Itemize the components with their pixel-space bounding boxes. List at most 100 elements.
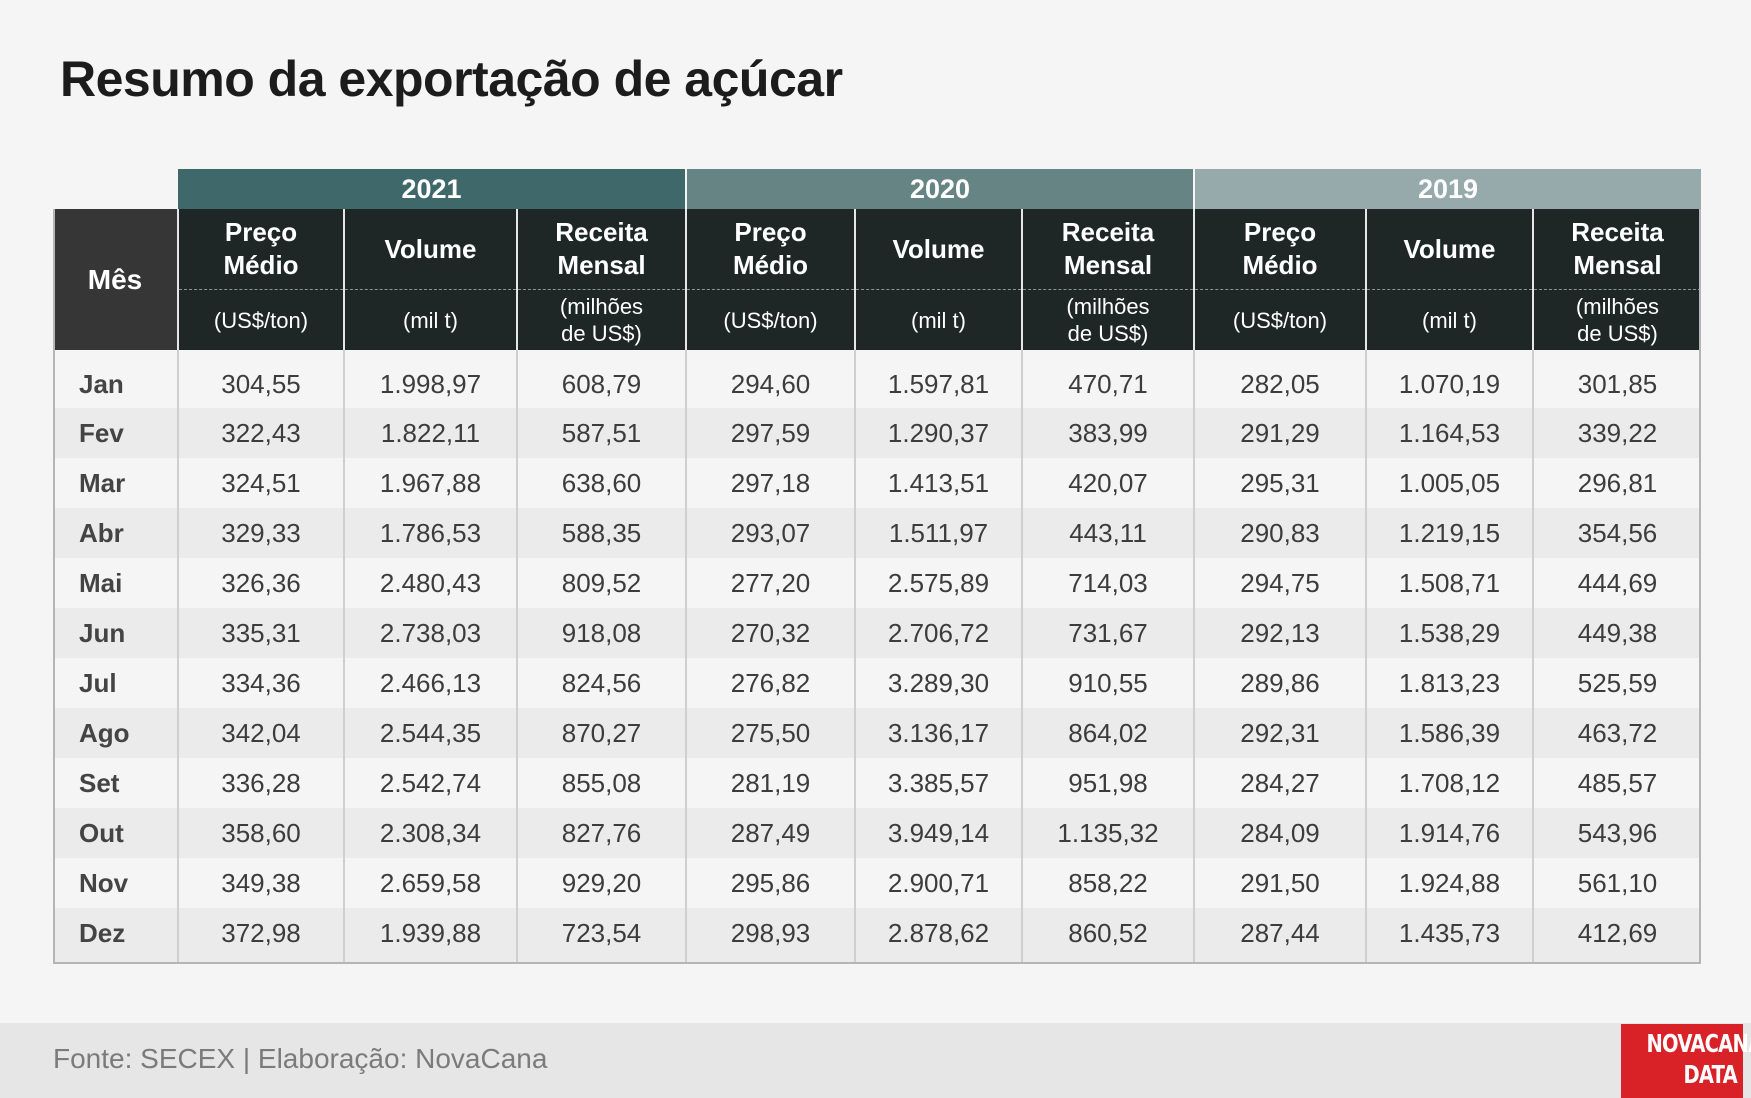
col-unit-volume-2021: (mil t) [344,289,518,350]
value-cell: 918,08 [517,608,687,658]
value-cell: 284,27 [1194,758,1367,808]
value-cell: 929,20 [517,858,687,908]
col-unit-line1: (mil t) [911,307,966,333]
col-header-line1: Preço [1243,217,1317,247]
value-cell: 324,51 [178,458,345,508]
year-header-2021: 2021 [178,169,687,209]
col-header-line2: Médio [223,250,299,280]
col-unit-line1: (mil t) [403,307,458,333]
col-header-line1: Receita [1061,217,1155,247]
corner-blank [53,169,178,209]
table-row: Mai 326,36 2.480,43 809,52 277,20 2.575,89 714… [53,558,1701,608]
value-cell: 858,22 [1022,858,1195,908]
logo-line1: NOVACANA [1646,1029,1751,1058]
value-cell: 1.070,19 [1366,350,1534,408]
table-row: Mar 324,51 1.967,88 638,60 297,18 1.413,51 420… [53,458,1701,508]
table-row: Abr 329,33 1.786,53 588,35 293,07 1.511,97 443… [53,508,1701,558]
table-row: Nov 349,38 2.659,58 929,20 295,86 2.900,71 858… [53,858,1701,908]
col-header-line1: Receita [1571,217,1664,247]
value-cell: 291,29 [1194,408,1367,458]
col-unit-line1: (US$/ton) [213,307,309,333]
value-cell: 714,03 [1022,558,1195,608]
value-cell: 1.413,51 [855,458,1023,508]
value-cell: 951,98 [1022,758,1195,808]
value-cell: 1.586,39 [1366,708,1534,758]
table-row: Dez 372,98 1.939,88 723,54 298,93 2.878,62 860… [53,908,1701,964]
col-unit-receita-mensal-2020: (milhões de US$) [1022,289,1195,350]
col-header-line2: Mensal [557,250,646,280]
export-summary-table: 2021 2020 2019 Mês Preço Médio Volume Recei… [53,169,1701,964]
col-header-line2: Mensal [1063,250,1153,280]
value-cell: 1.924,88 [1366,858,1534,908]
value-cell: 354,56 [1533,508,1701,558]
value-cell: 336,28 [178,758,345,808]
value-cell: 543,96 [1533,808,1701,858]
table-row: Jan 304,55 1.998,97 608,79 294,60 1.597,81 470… [53,350,1701,408]
value-cell: 287,44 [1194,908,1367,964]
month-cell: Jul [53,658,179,708]
value-cell: 1.597,81 [855,350,1023,408]
value-cell: 1.786,53 [344,508,518,558]
column-unit-row: (US$/ton) (mil t) (milhões de US$) (US$/ton)… [53,289,1701,350]
year-header-row: 2021 2020 2019 [53,169,1701,209]
value-cell: 2.706,72 [855,608,1023,658]
value-cell: 298,93 [686,908,856,964]
value-cell: 2.544,35 [344,708,518,758]
table-container: 2021 2020 2019 Mês Preço Médio Volume Recei… [53,169,1701,964]
value-cell: 1.005,05 [1366,458,1534,508]
value-cell: 1.538,29 [1366,608,1534,658]
value-cell: 731,67 [1022,608,1195,658]
value-cell: 291,50 [1194,858,1367,908]
value-cell: 2.738,03 [344,608,518,658]
value-cell: 295,31 [1194,458,1367,508]
value-cell: 1.219,15 [1366,508,1534,558]
value-cell: 588,35 [517,508,687,558]
col-header-line1: Volume [384,233,477,264]
value-cell: 339,22 [1533,408,1701,458]
value-cell: 326,36 [178,558,345,608]
col-unit-line1: (US$/ton) [723,307,818,333]
value-cell: 329,33 [178,508,345,558]
value-cell: 2.308,34 [344,808,518,858]
table-row: Fev 322,43 1.822,11 587,51 297,59 1.290,37 383… [53,408,1701,458]
value-cell: 463,72 [1533,708,1701,758]
year-header-2019: 2019 [1194,169,1701,209]
value-cell: 910,55 [1022,658,1195,708]
value-cell: 304,55 [178,350,345,408]
value-cell: 864,02 [1022,708,1195,758]
value-cell: 1.708,12 [1366,758,1534,808]
col-header-line2: Médio [732,250,809,280]
value-cell: 1.998,97 [344,350,518,408]
table-row: Set 336,28 2.542,74 855,08 281,19 3.385,57 951… [53,758,1701,808]
col-unit-line1: (milhões [1066,294,1150,319]
source-credit: Fonte: SECEX | Elaboração: NovaCana [53,1043,548,1074]
value-cell: 1.813,23 [1366,658,1534,708]
month-cell: Set [53,758,179,808]
col-header-volume-2019: Volume [1366,209,1534,290]
col-header-line2: Mensal [1573,250,1662,280]
page-title: Resumo da exportação de açúcar [60,51,843,107]
table-row: Jul 334,36 2.466,13 824,56 276,82 3.289,30 910… [53,658,1701,708]
value-cell: 349,38 [178,858,345,908]
col-unit-receita-mensal-2021: (milhões de US$) [517,289,687,350]
col-unit-line1: (mil t) [1422,307,1477,333]
col-header-volume-2020: Volume [855,209,1023,290]
value-cell: 587,51 [517,408,687,458]
value-cell: 275,50 [686,708,856,758]
table-row: Jun 335,31 2.738,03 918,08 270,32 2.706,72 731… [53,608,1701,658]
value-cell: 470,71 [1022,350,1195,408]
col-header-preco-medio-2021: Preço Médio [178,209,345,290]
value-cell: 723,54 [517,908,687,964]
value-cell: 3.949,14 [855,808,1023,858]
value-cell: 638,60 [517,458,687,508]
value-cell: 270,32 [686,608,856,658]
col-header-receita-mensal-2021: Receita Mensal [517,209,687,290]
month-cell: Jan [53,350,179,408]
col-unit-line2: de US$) [1577,321,1658,346]
value-cell: 342,04 [178,708,345,758]
month-cell: Out [53,808,179,858]
value-cell: 301,85 [1533,350,1701,408]
footer: Fonte: SECEX | Elaboração: NovaCana [0,1023,1751,1098]
value-cell: 444,69 [1533,558,1701,608]
value-cell: 2.466,13 [344,658,518,708]
